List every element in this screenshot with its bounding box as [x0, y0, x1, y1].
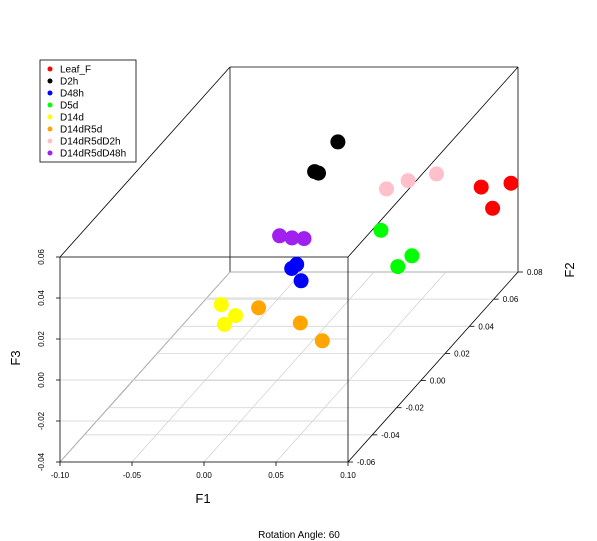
- grid-line: [131, 271, 303, 463]
- legend-label: D14dR5dD2h: [60, 137, 121, 148]
- point-D48h: [289, 256, 305, 272]
- y-tick-label: 0.06: [503, 295, 519, 304]
- point-D14dR5dD48h: [272, 228, 288, 244]
- point-D2h: [330, 134, 346, 150]
- point-D5d: [390, 259, 406, 275]
- box-edge: [347, 66, 519, 258]
- y-tick-label: 0.04: [478, 322, 494, 331]
- rotation-angle-footer: Rotation Angle: 60: [258, 530, 340, 541]
- legend-box: [39, 59, 137, 163]
- point-D14dR5dD2h: [429, 166, 444, 182]
- point-D14dR5dD48h: [296, 231, 312, 247]
- legend-label: D14dR5dD48h: [60, 149, 126, 160]
- point-D14d: [216, 316, 232, 332]
- point-D14d: [228, 308, 243, 324]
- z-tick-label: 0.04: [37, 290, 46, 306]
- point-D14dR5dD2h: [400, 173, 416, 189]
- point-D2h: [307, 164, 323, 180]
- point-D5d: [373, 222, 389, 238]
- point-Leaf_F: [503, 175, 519, 191]
- point-Leaf_F: [473, 179, 489, 195]
- legend-label: D48h: [60, 89, 84, 100]
- legend-marker: [47, 78, 53, 84]
- legend-label: D14d: [60, 113, 84, 124]
- z-tick-label: 0.00: [37, 372, 46, 388]
- x-tick-label: -0.10: [51, 471, 70, 480]
- box-edge: [59, 66, 231, 258]
- y-tick-label: -0.04: [381, 431, 400, 440]
- x-tick-label: -0.05: [123, 471, 142, 480]
- z-tick-label: -0.02: [37, 411, 46, 430]
- point-Leaf_F: [485, 200, 501, 216]
- grid-line: [275, 271, 447, 463]
- box-edge: [347, 271, 519, 463]
- x-axis-title: F1: [195, 491, 210, 506]
- grid-line: [203, 271, 375, 463]
- x-tick-label: 0.00: [196, 471, 212, 480]
- y-tick-label: -0.02: [406, 404, 425, 413]
- point-D48h: [293, 273, 309, 289]
- y-tick-label: -0.06: [357, 458, 376, 467]
- legend-marker: [47, 150, 53, 156]
- point-D14dR5d: [251, 300, 267, 316]
- legend-marker: [47, 66, 53, 72]
- y-axis-title: F2: [562, 262, 577, 277]
- y-tick-label: 0.00: [430, 377, 446, 386]
- legend-label: D14dR5d: [60, 125, 102, 136]
- legend-marker: [47, 126, 53, 132]
- x-tick-label: 0.05: [268, 471, 284, 480]
- z-tick-label: -0.04: [37, 452, 46, 471]
- y-tick-label: 0.08: [527, 268, 543, 277]
- point-D14d: [213, 297, 229, 313]
- grid-line: [59, 271, 231, 463]
- z-axis-title: F3: [8, 350, 23, 365]
- y-tick-label: 0.02: [454, 349, 470, 358]
- legend-label: D2h: [60, 77, 78, 88]
- x-tick-label: 0.10: [340, 471, 356, 480]
- z-tick-label: 0.06: [37, 249, 46, 265]
- data-points: [213, 134, 519, 349]
- legend-marker: [47, 102, 53, 108]
- grid-lines: [59, 256, 519, 463]
- point-D14dR5d: [314, 333, 330, 349]
- axis-ticks: -0.10 -0.05 0.00 0.05 0.10-0.06 -0.04 -0.02 0.0…: [37, 249, 543, 480]
- legend-label: D5d: [60, 101, 78, 112]
- legend-marker: [47, 90, 53, 96]
- legend: Leaf_FD2hD48hD5dD14dD14dR5dD14dR5dD2hD14…: [39, 59, 137, 163]
- z-tick-label: 0.02: [37, 331, 46, 347]
- point-D14dR5dD2h: [379, 181, 394, 197]
- legend-marker: [47, 138, 53, 144]
- box-front-edges: [59, 256, 519, 463]
- point-D14dR5dD48h: [284, 230, 300, 246]
- point-D5d: [404, 248, 420, 264]
- legend-label: Leaf_F: [60, 65, 91, 76]
- legend-marker: [47, 114, 53, 120]
- point-D14dR5d: [292, 315, 308, 331]
